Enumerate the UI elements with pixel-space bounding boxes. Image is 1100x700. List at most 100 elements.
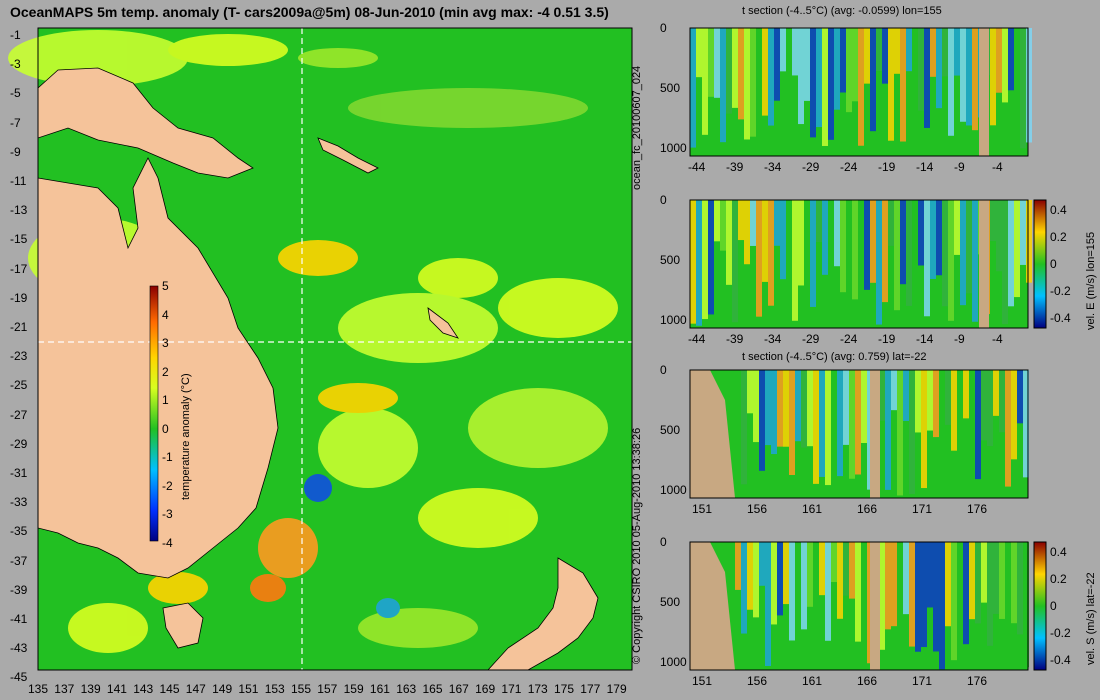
- panel-y-tick: 1000: [660, 483, 687, 497]
- panel-y-tick: 500: [660, 595, 681, 609]
- longitude-label: 159: [343, 682, 364, 696]
- longitude-label: 141: [106, 682, 127, 696]
- latitude-label: -41: [10, 612, 28, 626]
- panel-x-tick: 151: [692, 502, 713, 516]
- latitude-label: -33: [10, 495, 28, 510]
- longitude-label: 175: [554, 682, 575, 696]
- section-panel-2: [689, 199, 1032, 329]
- longitude-label: 137: [54, 682, 75, 696]
- latitude-label: -11: [10, 174, 27, 188]
- panel-x-tick: 176: [967, 674, 988, 688]
- longitude-label: 149: [212, 682, 233, 696]
- colorbar-tick: -3: [162, 507, 173, 521]
- panel-x-tick: 171: [912, 502, 933, 516]
- colorbar-tick: -4: [162, 535, 173, 550]
- latitude-label: -13: [10, 203, 28, 218]
- panel-x-tick: -9: [954, 160, 965, 174]
- longitude-label: 155: [291, 682, 312, 696]
- longitude-label: 173: [527, 682, 548, 696]
- panel3-title: t section (-4..5°C) (avg: 0.759) lat=-22: [742, 351, 927, 363]
- longitude-label: 163: [396, 682, 417, 696]
- colorbar-s-tick: -0.4: [1050, 653, 1071, 667]
- longitude-label: 145: [159, 682, 180, 696]
- longitude-label: 151: [238, 682, 259, 696]
- colorbar-s-label: vel. S (m/s) lat=-22: [1085, 572, 1097, 665]
- colorbar-e-tick: 0.4: [1050, 203, 1067, 217]
- panel-y-tick: 0: [660, 363, 667, 377]
- colorbar-tick: -1: [162, 450, 173, 464]
- panel-x-tick: 151: [692, 674, 713, 688]
- colorbar-e-label: vel. E (m/s) lon=155: [1085, 231, 1097, 330]
- colorbar-s-tick: -0.2: [1050, 626, 1071, 640]
- panel-x-tick: 156: [747, 674, 768, 688]
- map-title: OceanMAPS 5m temp. anomaly (T- cars2009a…: [10, 4, 609, 20]
- panel-x-tick: -29: [802, 160, 820, 174]
- colorbar-tick: 4: [162, 307, 169, 322]
- panel-y-tick: 500: [660, 81, 681, 95]
- solomon-islands: [317, 137, 379, 174]
- panel-x-tick: 161: [802, 502, 823, 516]
- panel-x-tick: -9: [954, 332, 965, 346]
- panel-x-tick: -44: [688, 332, 706, 346]
- latitude-label: -37: [10, 553, 28, 568]
- colorbar-tick: 3: [162, 336, 169, 350]
- panel-x-tick: -44: [688, 160, 706, 174]
- latitude-label: -35: [10, 524, 28, 539]
- section-panel-1: [689, 27, 1032, 157]
- longitude-label: 139: [80, 682, 101, 696]
- latitude-label: -45: [10, 670, 28, 685]
- panel-x-tick: -39: [726, 160, 744, 174]
- latitude-label: -39: [10, 582, 28, 597]
- colorbar-tick: 1: [162, 393, 169, 407]
- latitude-label: -23: [10, 349, 28, 364]
- latitude-label: -7: [10, 115, 21, 130]
- panel-y-tick: 1000: [660, 141, 687, 155]
- panel-x-tick: 176: [967, 502, 988, 516]
- latitude-label: -31: [10, 466, 28, 480]
- map-colorbar: [149, 285, 159, 542]
- map-colorbar-label: temperature anomaly (°C): [180, 373, 192, 500]
- panel-x-tick: -39: [726, 332, 744, 346]
- new-caledonia: [427, 307, 459, 339]
- panel-x-tick: -34: [764, 332, 782, 346]
- colorbar-e-tick: -0.4: [1050, 311, 1071, 325]
- panel-x-tick: 166: [857, 674, 878, 688]
- latitude-label: -43: [10, 641, 28, 656]
- panel1-title: t section (-4..5°C) (avg: -0.0599) lon=1…: [742, 5, 942, 17]
- copyright-label: © Copyright CSIRO 2010 05-Aug-2010 13:38…: [631, 427, 643, 664]
- longitude-label: 153: [264, 682, 285, 696]
- panel-x-tick: -19: [878, 332, 896, 346]
- panel-x-tick: -4: [992, 332, 1003, 346]
- longitude-label: 179: [606, 682, 627, 696]
- tasmania: [162, 602, 204, 649]
- panel-x-tick: 171: [912, 674, 933, 688]
- longitude-label: 143: [133, 682, 154, 696]
- latitude-label: -9: [10, 144, 21, 159]
- panel-x-tick: 166: [857, 502, 878, 516]
- colorbar-tick: -2: [162, 478, 173, 493]
- new-guinea: [37, 67, 254, 179]
- colorbar-tick: 0: [162, 421, 169, 436]
- colorbar-s-tick: 0.2: [1050, 572, 1067, 586]
- colorbar-e-tick: -0.2: [1050, 284, 1071, 298]
- colorbar-s: [1033, 541, 1047, 671]
- latitude-label: -29: [10, 436, 28, 451]
- section-panel-3: [689, 369, 1029, 499]
- panel-x-tick: -14: [916, 332, 934, 346]
- panel-y-tick: 0: [660, 193, 667, 207]
- longitude-label: 135: [28, 682, 49, 696]
- panel-x-tick: -4: [992, 160, 1003, 174]
- run-label: ocean_fc_20100607_024: [631, 65, 643, 190]
- colorbar-tick: 5: [162, 279, 169, 293]
- panel-y-tick: 500: [660, 253, 681, 267]
- panel-y-tick: 0: [660, 535, 667, 549]
- panel-x-tick: -34: [764, 160, 782, 174]
- longitude-label: 177: [580, 682, 601, 696]
- latitude-label: -15: [10, 232, 28, 247]
- latitude-label: -1: [10, 28, 21, 42]
- latitude-label: -17: [10, 261, 28, 276]
- latitude-label: -27: [10, 407, 28, 422]
- colorbar-s-tick: 0.4: [1050, 545, 1067, 559]
- panel-x-tick: 156: [747, 502, 768, 516]
- latitude-label: -21: [10, 320, 28, 334]
